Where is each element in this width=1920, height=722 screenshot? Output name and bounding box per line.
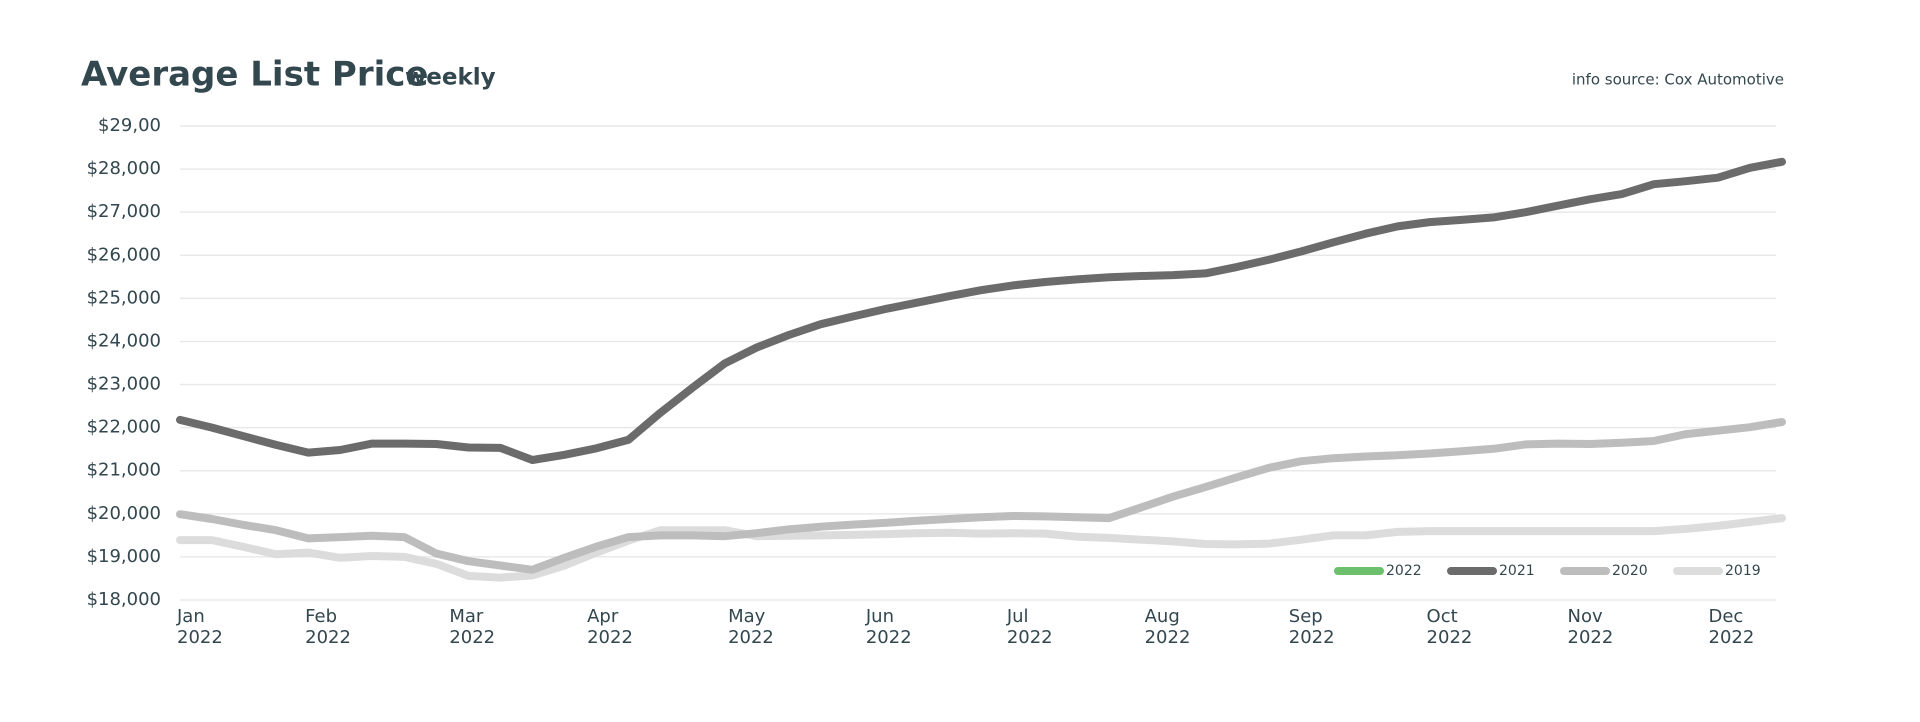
y-tick-label: $25,000 bbox=[87, 287, 161, 308]
chart-subtitle: weekly bbox=[405, 65, 496, 91]
y-tick-label: $19,000 bbox=[87, 546, 161, 567]
x-tick-label: Oct 2022 bbox=[1426, 606, 1473, 648]
source-note: info source: Cox Automotive bbox=[1572, 71, 1784, 89]
y-tick-label: $29,00 bbox=[98, 115, 161, 136]
x-tick-label: Apr 2022 bbox=[587, 606, 633, 648]
x-tick-label: Mar 2022 bbox=[449, 606, 496, 648]
y-tick-label: $28,000 bbox=[87, 158, 161, 179]
x-tick-label: May 2022 bbox=[728, 606, 774, 648]
x-tick-label: Jun 2022 bbox=[865, 606, 912, 648]
series-line bbox=[176, 157, 1786, 464]
y-tick-label: $24,000 bbox=[87, 330, 161, 351]
x-tick-label: Feb 2022 bbox=[305, 606, 351, 648]
y-tick-label: $23,000 bbox=[87, 374, 161, 395]
x-tick-label: Dec 2022 bbox=[1708, 606, 1755, 648]
y-tick-label: $20,000 bbox=[87, 503, 161, 524]
chart-title: Average List Price bbox=[81, 55, 428, 95]
y-tick-label: $27,000 bbox=[87, 201, 161, 222]
legend-label: 2021 bbox=[1499, 563, 1535, 579]
y-tick-label: $18,000 bbox=[87, 589, 161, 610]
x-tick-label: Jan 2022 bbox=[177, 606, 223, 648]
x-tick-label: Nov 2022 bbox=[1567, 606, 1614, 648]
y-tick-label: $26,000 bbox=[87, 244, 161, 265]
legend-label: 2019 bbox=[1725, 563, 1761, 579]
series-line bbox=[176, 514, 1786, 582]
series-line bbox=[176, 418, 1786, 574]
legend-label: 2020 bbox=[1612, 563, 1648, 579]
legend-label: 2022 bbox=[1386, 563, 1422, 579]
x-tick-label: Sep 2022 bbox=[1288, 606, 1335, 648]
y-tick-label: $21,000 bbox=[87, 460, 161, 481]
x-tick-label: Aug 2022 bbox=[1144, 606, 1191, 648]
x-tick-label: Jul 2022 bbox=[1006, 606, 1053, 648]
y-tick-label: $22,000 bbox=[87, 417, 161, 438]
